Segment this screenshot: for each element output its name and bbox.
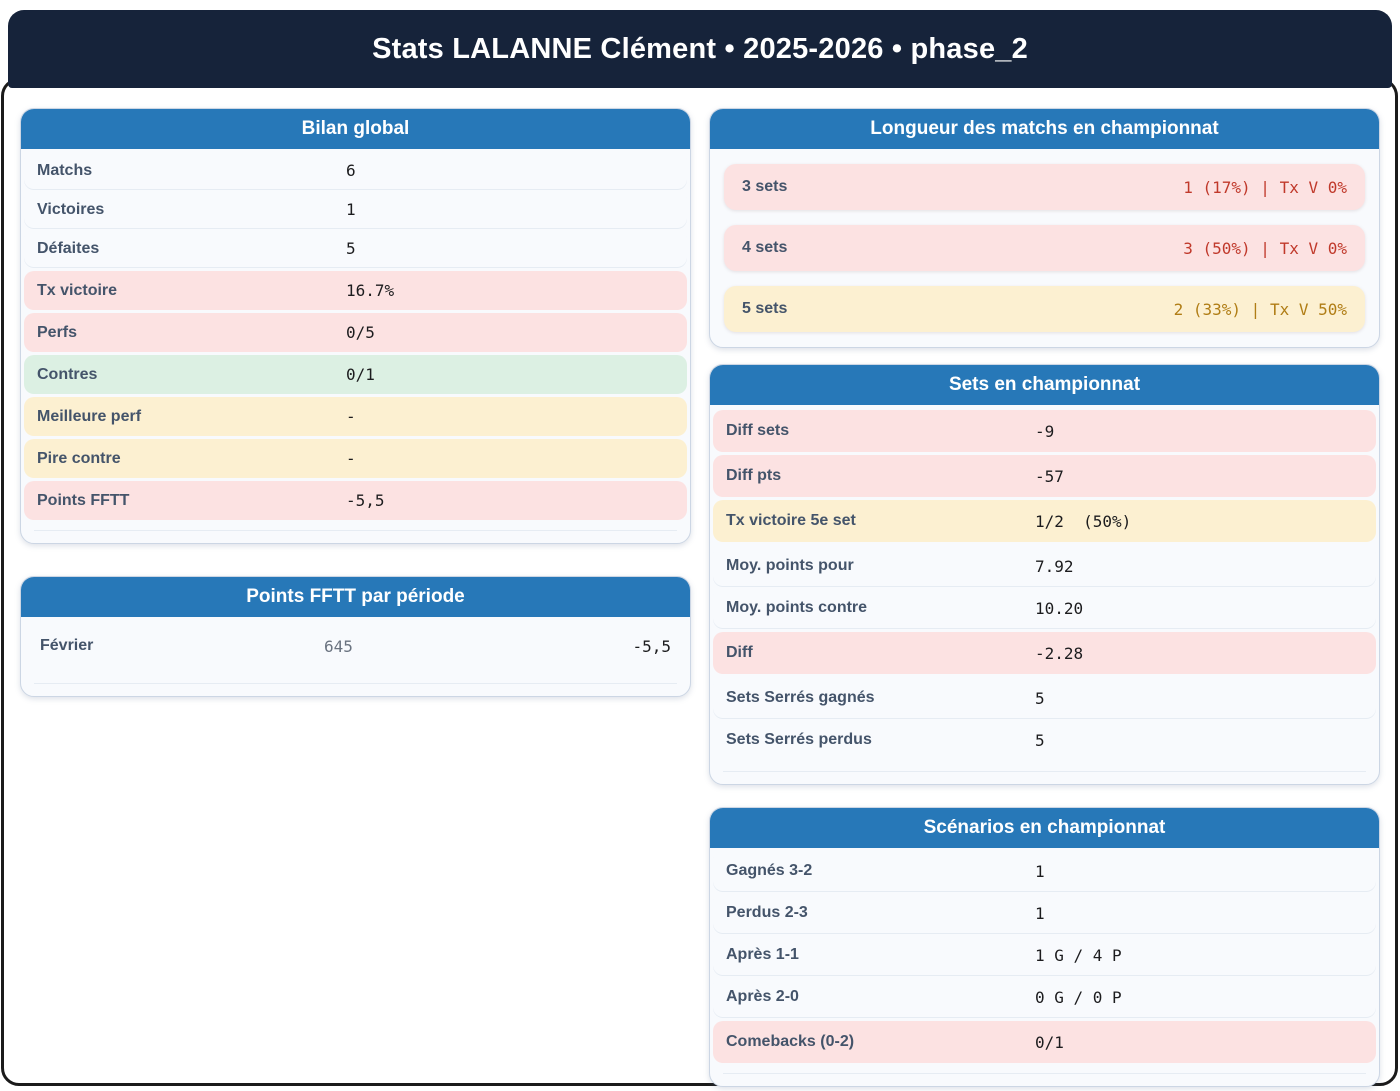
row-label: Pire contre xyxy=(37,449,121,467)
sets-championnat-rows: Diff sets -9 Diff pts -57 Tx victoire 5e set… xyxy=(710,405,1379,784)
row-label: Sets Serrés perdus xyxy=(726,731,872,748)
row-value: 3 (50%) | Tx V 0% xyxy=(1183,238,1347,258)
stat-row: 4 sets 3 (50%) | Tx V 0% xyxy=(724,225,1365,271)
row-mid-value: 645 xyxy=(323,636,353,656)
row-label: Tx victoire xyxy=(37,281,118,299)
card-longueur-matchs: Longueur des matchs en championnat 3 set… xyxy=(709,108,1380,348)
app-header: Stats LALANNE Clément • 2025-2026 • phas… xyxy=(8,10,1392,88)
row-label: Moy. points contre xyxy=(726,599,868,616)
row-value: 0/1 xyxy=(1034,1032,1064,1052)
card-scenarios-championnat: Scénarios en championnat Gagnés 3-2 1 Perd… xyxy=(709,807,1380,1087)
card-title-points-fftt-periode: Points FFTT par période xyxy=(21,577,690,617)
row-label: 5 sets xyxy=(742,300,788,317)
row-value: -9 xyxy=(1034,421,1055,441)
stat-row: Tx victoire 16.7% xyxy=(24,271,687,310)
row-label: Après 2-0 xyxy=(726,988,799,1005)
stat-row: Diff -2.28 xyxy=(713,632,1376,674)
row-value: 0 G / 0 P xyxy=(1034,987,1122,1007)
card-bilan-global: Bilan global Matchs 6 Victoires 1 Défaites 5 T… xyxy=(20,108,691,544)
row-label: Sets Serrés gagnés xyxy=(726,689,875,706)
row-label: Victoires xyxy=(37,200,105,218)
row-label: Comebacks (0-2) xyxy=(726,1033,855,1050)
left-column: Bilan global Matchs 6 Victoires 1 Défaites 5 T… xyxy=(20,108,691,1087)
card-points-fftt-periode: Points FFTT par période Février 645 -5,5 xyxy=(20,576,691,697)
right-column: Longueur des matchs en championnat 3 set… xyxy=(709,108,1380,1087)
stat-row: Diff pts -57 xyxy=(713,455,1376,497)
row-label: Points FFTT xyxy=(37,491,130,509)
row-value: 0/1 xyxy=(345,365,375,384)
row-value: 6 xyxy=(345,161,356,180)
stat-row: Contres 0/1 xyxy=(24,355,687,394)
row-value: -2.28 xyxy=(1034,643,1084,663)
row-value: 5 xyxy=(1034,730,1045,750)
row-value: 1/2 (50%) xyxy=(1034,511,1132,531)
card-title-sets-championnat: Sets en championnat xyxy=(710,365,1379,405)
row-label: 3 sets xyxy=(742,178,788,195)
row-label: Diff sets xyxy=(726,422,790,439)
stat-row: 3 sets 1 (17%) | Tx V 0% xyxy=(724,164,1365,210)
longueur-matchs-rows: 3 sets 1 (17%) | Tx V 0% 4 sets 3 (50%) | T… xyxy=(710,164,1379,347)
stat-row: Victoires 1 xyxy=(24,190,687,229)
row-value: 16.7% xyxy=(345,281,395,300)
row-value: 10.20 xyxy=(1034,598,1084,618)
row-value: 1 xyxy=(345,200,356,219)
row-label: Défaites xyxy=(37,239,100,257)
page-title: Stats LALANNE Clément • 2025-2026 • phas… xyxy=(372,32,1028,65)
stat-row: Meilleure perf - xyxy=(24,397,687,436)
stat-row: Défaites 5 xyxy=(24,229,687,268)
row-value: 1 xyxy=(1034,903,1045,923)
row-label: Diff pts xyxy=(726,467,782,484)
row-value: -5,5 xyxy=(345,491,385,510)
row-value: 1 G / 4 P xyxy=(1034,945,1122,965)
stat-row: Après 1-1 1 G / 4 P xyxy=(713,934,1376,976)
row-label: 4 sets xyxy=(742,239,788,256)
card-sets-championnat: Sets en championnat Diff sets -9 Diff pts -… xyxy=(709,364,1380,785)
row-value: 2 (33%) | Tx V 50% xyxy=(1173,299,1347,319)
stat-row: Points FFTT -5,5 xyxy=(24,481,687,520)
row-label: Moy. points pour xyxy=(726,557,854,574)
card-title-bilan-global: Bilan global xyxy=(21,109,690,149)
stat-row: Perdus 2-3 1 xyxy=(713,892,1376,934)
row-value: 1 xyxy=(1034,861,1045,881)
points-fftt-periode-rows: Février 645 -5,5 xyxy=(21,617,690,696)
row-value: 7.92 xyxy=(1034,556,1074,576)
stat-row: Matchs 6 xyxy=(24,151,687,190)
stat-row: Gagnés 3-2 1 xyxy=(713,850,1376,892)
row-value: 5 xyxy=(345,239,356,258)
stat-row: Pire contre - xyxy=(24,439,687,478)
row-label: Perfs xyxy=(37,323,78,341)
stat-row: Tx victoire 5e set 1/2 (50%) xyxy=(713,500,1376,542)
row-label: Gagnés 3-2 xyxy=(726,862,813,879)
row-value: 5 xyxy=(1034,688,1045,708)
stat-row: Comebacks (0-2) 0/1 xyxy=(713,1021,1376,1063)
scenarios-championnat-rows: Gagnés 3-2 1 Perdus 2-3 1 Après 1-1 1 G / 4 P… xyxy=(710,848,1379,1086)
row-value: 0/5 xyxy=(345,323,375,342)
content-columns: Bilan global Matchs 6 Victoires 1 Défaites 5 T… xyxy=(20,108,1380,1087)
card-title-scenarios-championnat: Scénarios en championnat xyxy=(710,808,1379,848)
row-label: Après 1-1 xyxy=(726,946,799,963)
row-label: Perdus 2-3 xyxy=(726,904,808,921)
row-value: -5,5 xyxy=(632,636,671,656)
row-label: Contres xyxy=(37,365,98,383)
stat-row: Sets Serrés gagnés 5 xyxy=(713,677,1376,719)
stat-row: Février 645 -5,5 xyxy=(24,619,687,673)
row-value: - xyxy=(345,407,356,426)
card-title-longueur-matchs: Longueur des matchs en championnat xyxy=(710,109,1379,149)
row-label: Tx victoire 5e set xyxy=(726,512,856,529)
row-label: Diff xyxy=(726,644,753,661)
bilan-global-rows: Matchs 6 Victoires 1 Défaites 5 Tx victoire 16.… xyxy=(21,149,690,543)
row-value: - xyxy=(345,449,356,468)
stat-row: 5 sets 2 (33%) | Tx V 50% xyxy=(724,286,1365,332)
row-value: -57 xyxy=(1034,466,1064,486)
row-label: Meilleure perf xyxy=(37,407,142,425)
stat-row: Moy. points pour 7.92 xyxy=(713,545,1376,587)
stat-row: Moy. points contre 10.20 xyxy=(713,587,1376,629)
row-label: Février xyxy=(40,637,94,654)
stat-row: Perfs 0/5 xyxy=(24,313,687,352)
row-label: Matchs xyxy=(37,161,93,179)
stat-row: Sets Serrés perdus 5 xyxy=(713,719,1376,761)
stat-row: Après 2-0 0 G / 0 P xyxy=(713,976,1376,1018)
stat-row: Diff sets -9 xyxy=(713,410,1376,452)
row-value: 1 (17%) | Tx V 0% xyxy=(1183,177,1347,197)
